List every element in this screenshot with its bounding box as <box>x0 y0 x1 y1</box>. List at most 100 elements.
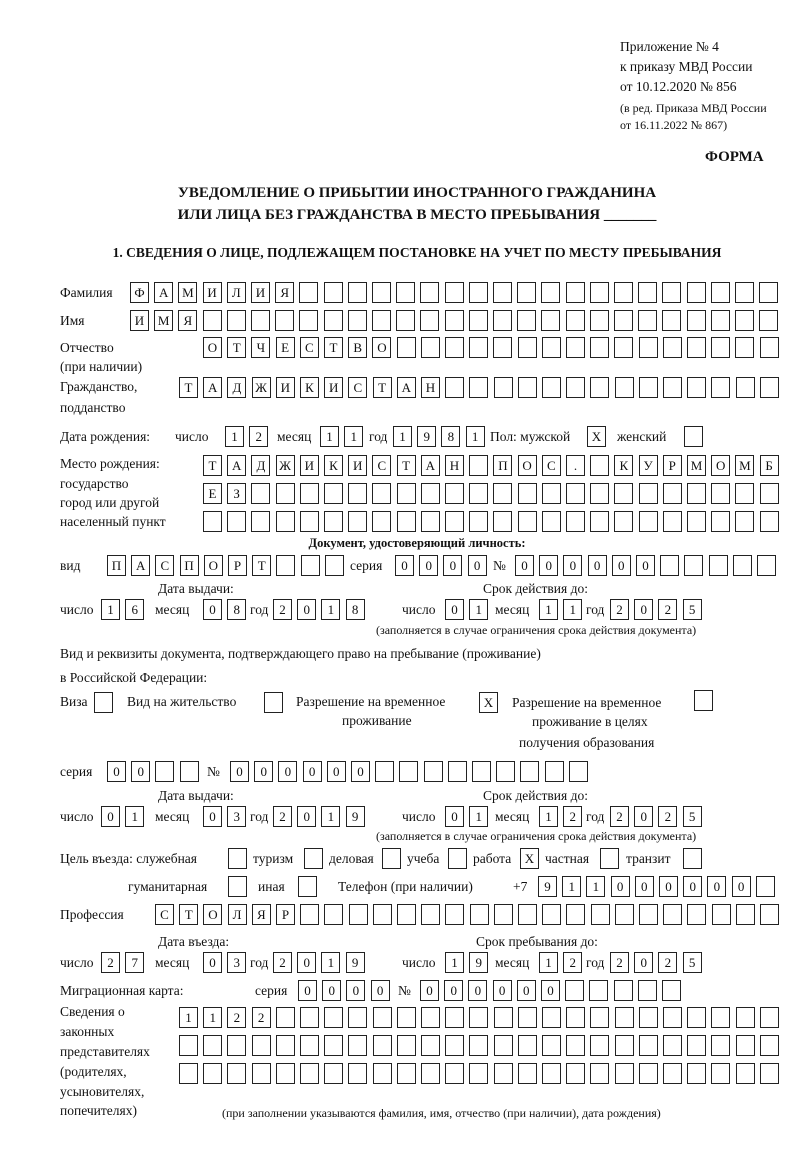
char-cell[interactable] <box>566 483 585 504</box>
char-cell[interactable]: 9 <box>345 952 365 973</box>
char-cell[interactable] <box>445 904 465 925</box>
char-cell[interactable]: 2 <box>610 599 629 620</box>
char-cell[interactable]: 0 <box>468 980 488 1001</box>
char-cell[interactable]: 1 <box>445 952 464 973</box>
rep-field-2[interactable] <box>179 1035 784 1057</box>
char-cell[interactable] <box>324 483 343 504</box>
char-cell[interactable]: П <box>107 555 126 576</box>
char-cell[interactable] <box>566 1007 586 1028</box>
char-cell[interactable] <box>493 1007 513 1028</box>
char-cell[interactable]: 1 <box>539 952 558 973</box>
purpose-transit-checkbox[interactable] <box>683 848 707 870</box>
char-cell[interactable] <box>324 511 343 532</box>
char-cell[interactable]: 2 <box>251 1007 271 1028</box>
char-cell[interactable] <box>590 904 610 925</box>
char-cell[interactable]: И <box>202 282 222 303</box>
char-cell[interactable] <box>663 1007 682 1028</box>
char-cell[interactable]: 2 <box>227 1007 247 1028</box>
char-cell[interactable]: 0 <box>297 599 317 620</box>
char-cell[interactable] <box>348 511 368 532</box>
char-cell[interactable] <box>94 692 113 713</box>
char-cell[interactable] <box>735 282 754 303</box>
char-cell[interactable]: С <box>155 904 174 925</box>
char-cell[interactable] <box>541 337 561 358</box>
char-cell[interactable] <box>614 511 634 532</box>
char-cell[interactable] <box>445 1007 465 1028</box>
char-cell[interactable] <box>520 761 540 782</box>
char-cell[interactable] <box>711 1007 731 1028</box>
char-cell[interactable] <box>226 310 246 331</box>
char-cell[interactable] <box>300 555 320 576</box>
char-cell[interactable]: Н <box>445 455 464 476</box>
char-cell[interactable]: 0 <box>419 555 439 576</box>
char-cell[interactable] <box>251 511 271 532</box>
char-cell[interactable] <box>276 555 296 576</box>
char-cell[interactable]: 0 <box>492 980 512 1001</box>
char-cell[interactable] <box>541 282 561 303</box>
char-cell[interactable] <box>251 1035 271 1056</box>
char-cell[interactable] <box>614 483 634 504</box>
char-cell[interactable]: 0 <box>587 555 607 576</box>
char-cell[interactable] <box>275 1007 295 1028</box>
char-cell[interactable] <box>759 483 779 504</box>
char-cell[interactable]: А <box>154 282 174 303</box>
char-cell[interactable]: А <box>131 555 151 576</box>
char-cell[interactable] <box>760 904 779 925</box>
char-cell[interactable]: 8 <box>345 599 365 620</box>
char-cell[interactable] <box>421 1035 440 1056</box>
char-cell[interactable] <box>372 1007 392 1028</box>
char-cell[interactable] <box>694 690 713 711</box>
char-cell[interactable]: 1 <box>321 599 341 620</box>
char-cell[interactable] <box>638 511 658 532</box>
char-cell[interactable] <box>493 377 513 398</box>
char-cell[interactable] <box>687 337 706 358</box>
trp-checkbox[interactable]: X <box>479 692 503 714</box>
char-cell[interactable] <box>399 761 419 782</box>
char-cell[interactable]: 0 <box>636 555 655 576</box>
char-cell[interactable] <box>348 1007 368 1028</box>
char-cell[interactable] <box>372 310 391 331</box>
char-cell[interactable] <box>251 310 270 331</box>
char-cell[interactable] <box>614 1063 634 1084</box>
purpose-study-checkbox[interactable] <box>448 848 472 870</box>
char-cell[interactable] <box>324 904 344 925</box>
visa-checkbox[interactable] <box>94 692 118 714</box>
char-cell[interactable] <box>372 1035 392 1056</box>
char-cell[interactable] <box>421 1063 440 1084</box>
char-cell[interactable] <box>662 980 681 1001</box>
char-cell[interactable] <box>759 310 779 331</box>
char-cell[interactable]: Б <box>759 455 779 476</box>
sex-male-checkbox[interactable]: X <box>587 426 611 448</box>
char-cell[interactable] <box>566 337 585 358</box>
char-cell[interactable] <box>639 904 658 925</box>
char-cell[interactable] <box>542 1035 561 1056</box>
char-cell[interactable]: О <box>711 455 731 476</box>
char-cell[interactable] <box>638 1007 658 1028</box>
char-cell[interactable] <box>396 1007 416 1028</box>
char-cell[interactable] <box>469 904 489 925</box>
char-cell[interactable]: 0 <box>230 761 249 782</box>
char-cell[interactable]: 2 <box>658 806 678 827</box>
char-cell[interactable] <box>663 1063 682 1084</box>
char-cell[interactable]: И <box>324 377 344 398</box>
char-cell[interactable] <box>299 310 319 331</box>
char-cell[interactable] <box>228 876 247 897</box>
char-cell[interactable] <box>590 455 610 476</box>
char-cell[interactable]: X <box>479 692 498 713</box>
char-cell[interactable]: 0 <box>634 876 654 897</box>
char-cell[interactable] <box>517 483 537 504</box>
char-cell[interactable]: С <box>372 455 392 476</box>
char-cell[interactable] <box>348 1035 368 1056</box>
char-cell[interactable] <box>735 337 755 358</box>
